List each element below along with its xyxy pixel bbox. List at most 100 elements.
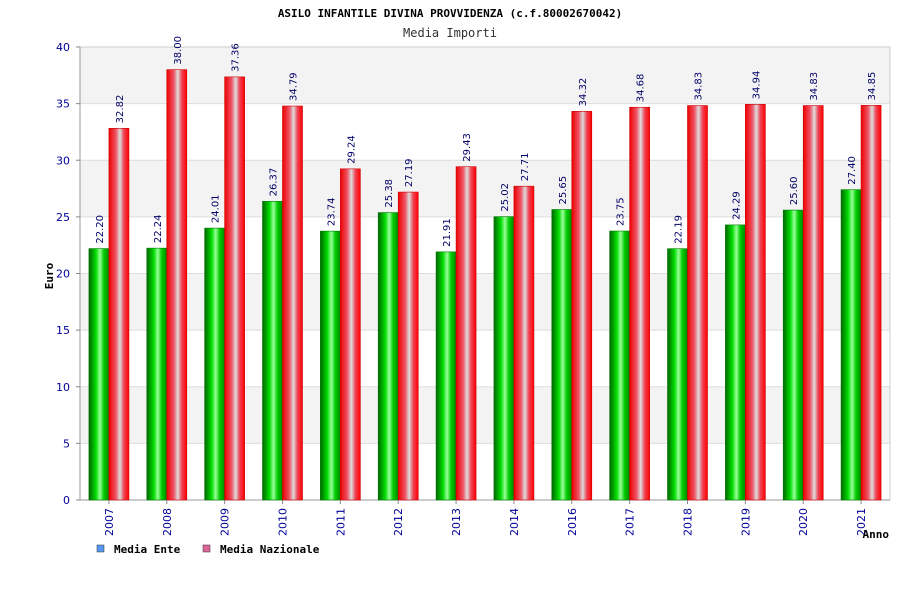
x-axis-ticks: 2007 2008 2009 2010 2011 2012 2013 2014 2016 2017… <box>103 500 868 536</box>
y-tick-label: 30 <box>56 154 70 167</box>
data-label-media-ente: 25.38 <box>384 179 395 208</box>
x-tick-label: 2016 <box>566 508 579 536</box>
data-label-media-nazionale: 38.00 <box>173 36 184 65</box>
bar-media-ente <box>725 224 746 501</box>
x-tick-label: 2011 <box>334 508 347 536</box>
bar-media-ente <box>840 189 862 501</box>
data-label-media-nazionale: 34.32 <box>578 78 589 107</box>
plot-band <box>80 47 890 104</box>
bar-media-nazionale <box>340 168 361 501</box>
plot-band <box>80 330 890 387</box>
data-label-media-ente: 21.91 <box>442 218 453 247</box>
data-label-media-nazionale: 27.71 <box>520 153 531 182</box>
y-tick-label: 0 <box>63 494 70 507</box>
legend-swatch-ente <box>96 544 105 553</box>
bar-media-ente <box>551 209 573 501</box>
plot-band <box>80 216 890 274</box>
data-label-media-ente: 24.01 <box>211 194 222 223</box>
x-tick-label: 2009 <box>219 508 232 536</box>
bar-media-ente <box>435 251 457 501</box>
bars: 22.20 32.82 22.24 38.00 24.01 37.36 26.37 34.79… <box>88 36 882 501</box>
plot-band <box>80 443 890 500</box>
data-label-media-nazionale: 34.79 <box>289 72 300 101</box>
data-label-media-ente: 22.19 <box>674 215 685 244</box>
data-label-media-nazionale: 27.19 <box>404 158 415 187</box>
x-tick-label: 2010 <box>277 508 290 536</box>
bar-media-ente <box>88 248 110 501</box>
bar-media-nazionale <box>397 191 419 501</box>
bar-media-nazionale <box>455 166 477 501</box>
bar-media-ente <box>667 248 688 501</box>
data-label-media-nazionale: 34.94 <box>751 71 762 100</box>
data-label-media-nazionale: 29.24 <box>346 135 357 164</box>
data-label-media-ente: 27.40 <box>847 156 858 185</box>
bar-media-nazionale <box>282 105 303 501</box>
bar-media-ente <box>377 212 399 501</box>
data-label-media-ente: 25.65 <box>558 176 569 205</box>
x-tick-label: 2008 <box>161 508 174 536</box>
x-tick-label: 2018 <box>682 508 695 536</box>
bar-media-ente <box>782 209 804 501</box>
x-tick-label: 2014 <box>508 508 521 536</box>
data-label-media-ente: 23.75 <box>616 197 627 226</box>
legend-swatch-nazionale <box>202 544 211 553</box>
bar-media-nazionale <box>629 106 650 501</box>
bar-media-nazionale <box>571 111 593 501</box>
data-label-media-nazionale: 34.68 <box>636 74 647 103</box>
y-tick-label: 10 <box>56 381 70 394</box>
plot-band <box>80 386 890 444</box>
data-label-media-ente: 22.20 <box>95 215 106 244</box>
chart-title: ASILO INFANTILE DIVINA PROVVIDENZA (c.f.… <box>278 7 622 20</box>
chart-subtitle: Media Importi <box>403 26 497 40</box>
x-tick-label: 2017 <box>624 508 637 536</box>
y-tick-label: 40 <box>56 41 70 54</box>
plot-band <box>80 103 890 161</box>
data-label-media-ente: 22.24 <box>153 214 164 243</box>
x-tick-label: 2012 <box>392 508 405 536</box>
bar-media-ente <box>262 201 283 501</box>
bar-media-ente <box>609 230 630 501</box>
data-label-media-ente: 25.60 <box>789 176 800 205</box>
y-tick-label: 20 <box>56 268 70 281</box>
bar-media-ente <box>204 227 225 501</box>
plot-band <box>80 273 890 331</box>
bar-media-nazionale <box>108 128 130 501</box>
bar-media-ente <box>493 216 515 501</box>
bar-media-nazionale <box>166 69 188 501</box>
x-tick-label: 2020 <box>797 508 810 536</box>
data-label-media-nazionale: 29.43 <box>462 133 473 162</box>
data-label-media-ente: 24.29 <box>731 191 742 220</box>
data-label-media-nazionale: 34.85 <box>867 72 878 101</box>
y-axis-ticks: 0 5 10 15 20 25 30 35 40 <box>56 41 80 507</box>
bar-media-nazionale <box>513 185 535 501</box>
data-label-media-nazionale: 32.82 <box>115 95 126 124</box>
bar-media-nazionale <box>224 76 245 501</box>
x-tick-label: 2019 <box>739 508 752 536</box>
y-tick-label: 15 <box>56 324 70 337</box>
x-tick-label: 2021 <box>855 508 868 536</box>
legend-label-ente: Media Ente <box>114 543 181 556</box>
bar-media-nazionale <box>745 104 766 501</box>
x-tick-label: 2013 <box>450 508 463 536</box>
bar-media-ente <box>320 230 341 501</box>
plot-band <box>80 160 890 217</box>
y-tick-label: 35 <box>56 98 70 111</box>
y-axis-label: Euro <box>43 262 56 289</box>
bar-media-nazionale <box>802 105 824 501</box>
data-label-media-nazionale: 34.83 <box>694 72 705 101</box>
data-label-media-nazionale: 37.36 <box>231 43 242 72</box>
bar-media-ente <box>146 247 168 501</box>
y-tick-label: 25 <box>56 211 70 224</box>
bar-media-nazionale <box>687 105 708 501</box>
legend: Media Ente Media Nazionale <box>96 543 320 556</box>
data-label-media-nazionale: 34.83 <box>809 72 820 101</box>
y-tick-label: 5 <box>63 437 70 450</box>
data-label-media-ente: 25.02 <box>500 183 511 212</box>
data-label-media-ente: 23.74 <box>326 198 337 227</box>
x-tick-label: 2007 <box>103 508 116 536</box>
legend-label-nazionale: Media Nazionale <box>220 543 320 556</box>
bar-media-nazionale <box>860 105 882 501</box>
data-label-media-ente: 26.37 <box>269 168 280 197</box>
x-axis-label: Anno <box>863 528 890 541</box>
